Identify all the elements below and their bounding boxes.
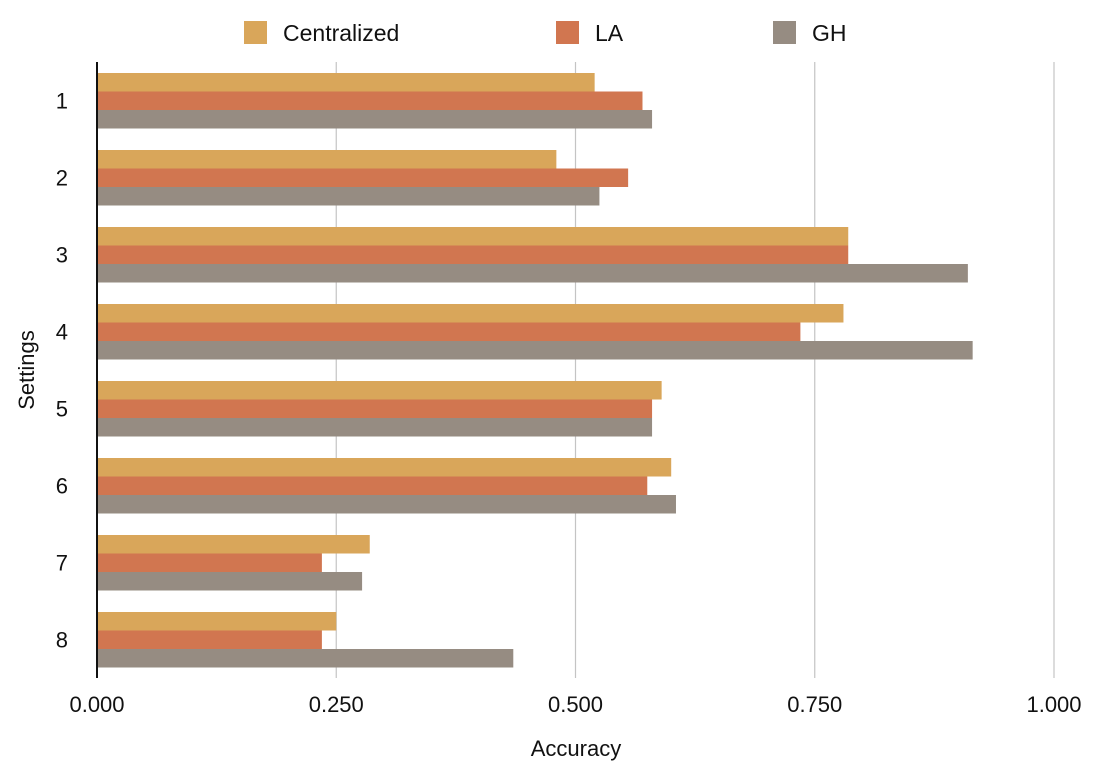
legend-swatch-gh xyxy=(773,21,796,44)
legend-label-centralized: Centralized xyxy=(283,20,399,46)
legend-label-gh: GH xyxy=(812,20,847,46)
y-tick-label: 1 xyxy=(56,89,68,114)
y-tick-label: 7 xyxy=(56,551,68,576)
legend: Centralized LA GH xyxy=(244,20,847,46)
bar-gh-setting-2 xyxy=(97,187,600,206)
x-tick-label: 0.750 xyxy=(787,692,842,717)
legend-swatch-centralized xyxy=(244,21,267,44)
bar-la-setting-5 xyxy=(97,399,653,418)
y-tick-label: 8 xyxy=(56,628,68,653)
bars xyxy=(97,73,973,668)
bar-la-setting-6 xyxy=(97,476,648,495)
bar-la-setting-8 xyxy=(97,630,322,649)
bar-centralized-setting-2 xyxy=(97,150,557,169)
bar-gh-setting-7 xyxy=(97,572,363,591)
bar-centralized-setting-8 xyxy=(97,612,337,631)
x-tick-label: 0.000 xyxy=(69,692,124,717)
y-tick-label: 3 xyxy=(56,243,68,268)
bar-la-setting-2 xyxy=(97,168,629,187)
bar-la-setting-7 xyxy=(97,553,322,572)
y-axis-label: Settings xyxy=(14,330,39,410)
bar-gh-setting-4 xyxy=(97,341,973,360)
bar-centralized-setting-3 xyxy=(97,227,849,246)
bar-centralized-setting-7 xyxy=(97,535,370,554)
axes: 0.000 0.250 0.500 0.750 1.000 1 2 3 4 5 6 7 8 xyxy=(56,62,1082,717)
bar-centralized-setting-5 xyxy=(97,381,662,400)
bar-la-setting-3 xyxy=(97,245,849,264)
y-tick-label: 6 xyxy=(56,474,68,499)
legend-label-la: LA xyxy=(595,20,624,46)
bar-gh-setting-3 xyxy=(97,264,968,283)
bar-centralized-setting-6 xyxy=(97,458,672,477)
bar-gh-setting-1 xyxy=(97,110,653,129)
x-tick-label: 0.500 xyxy=(548,692,603,717)
y-tick-label: 4 xyxy=(56,320,68,345)
bar-centralized-setting-1 xyxy=(97,73,595,92)
bar-la-setting-4 xyxy=(97,322,801,341)
bar-gh-setting-6 xyxy=(97,495,676,514)
legend-swatch-la xyxy=(556,21,579,44)
x-tick-label: 1.000 xyxy=(1026,692,1081,717)
bar-la-setting-1 xyxy=(97,91,643,110)
bar-gh-setting-5 xyxy=(97,418,653,437)
y-tick-label: 2 xyxy=(56,166,68,191)
x-tick-label: 0.250 xyxy=(309,692,364,717)
y-tick-label: 5 xyxy=(56,397,68,422)
bar-centralized-setting-4 xyxy=(97,304,844,323)
x-axis-label: Accuracy xyxy=(531,736,621,761)
bar-gh-setting-8 xyxy=(97,649,514,668)
